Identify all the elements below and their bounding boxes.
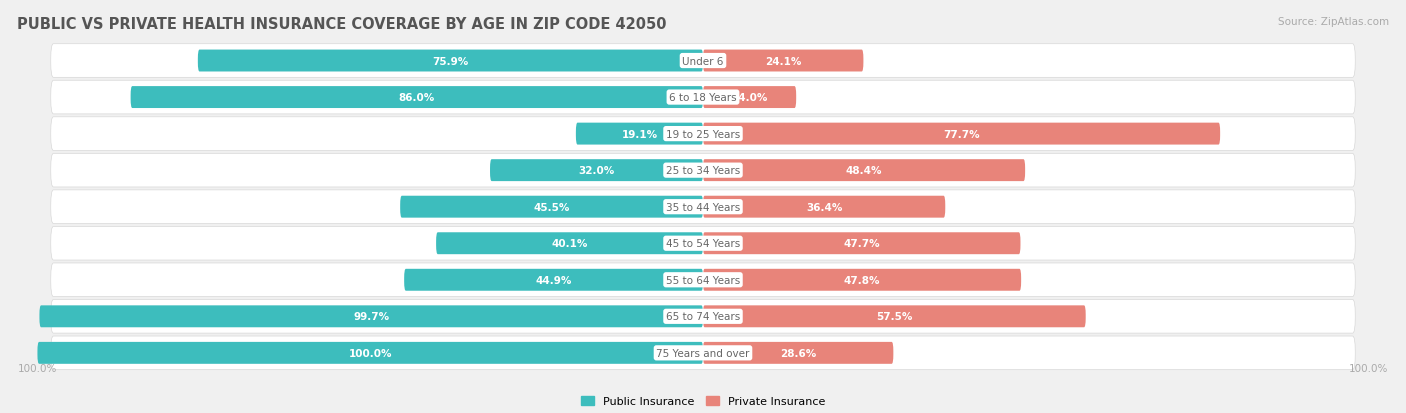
- Text: 19.1%: 19.1%: [621, 129, 658, 139]
- Text: 99.7%: 99.7%: [353, 311, 389, 322]
- Text: 77.7%: 77.7%: [943, 129, 980, 139]
- FancyBboxPatch shape: [51, 263, 1355, 297]
- Legend: Public Insurance, Private Insurance: Public Insurance, Private Insurance: [576, 392, 830, 411]
- Text: 48.4%: 48.4%: [846, 166, 883, 176]
- Text: 47.7%: 47.7%: [844, 239, 880, 249]
- Text: 100.0%: 100.0%: [349, 348, 392, 358]
- FancyBboxPatch shape: [51, 190, 1355, 224]
- Text: 47.8%: 47.8%: [844, 275, 880, 285]
- FancyBboxPatch shape: [703, 123, 1220, 145]
- Text: 40.1%: 40.1%: [551, 239, 588, 249]
- FancyBboxPatch shape: [39, 306, 703, 328]
- FancyBboxPatch shape: [51, 227, 1355, 261]
- Text: 75.9%: 75.9%: [432, 57, 468, 66]
- Text: 25 to 34 Years: 25 to 34 Years: [666, 166, 740, 176]
- Text: 100.0%: 100.0%: [1350, 363, 1389, 373]
- FancyBboxPatch shape: [51, 300, 1355, 333]
- Text: 75 Years and over: 75 Years and over: [657, 348, 749, 358]
- FancyBboxPatch shape: [703, 306, 1085, 328]
- Text: 45 to 54 Years: 45 to 54 Years: [666, 239, 740, 249]
- Text: 14.0%: 14.0%: [731, 93, 768, 103]
- FancyBboxPatch shape: [51, 336, 1355, 370]
- Text: 19 to 25 Years: 19 to 25 Years: [666, 129, 740, 139]
- FancyBboxPatch shape: [703, 233, 1021, 254]
- FancyBboxPatch shape: [51, 45, 1355, 78]
- FancyBboxPatch shape: [198, 50, 703, 72]
- Text: 36.4%: 36.4%: [806, 202, 842, 212]
- FancyBboxPatch shape: [51, 81, 1355, 114]
- Text: 55 to 64 Years: 55 to 64 Years: [666, 275, 740, 285]
- FancyBboxPatch shape: [131, 87, 703, 109]
- Text: PUBLIC VS PRIVATE HEALTH INSURANCE COVERAGE BY AGE IN ZIP CODE 42050: PUBLIC VS PRIVATE HEALTH INSURANCE COVER…: [17, 17, 666, 31]
- Text: 45.5%: 45.5%: [533, 202, 569, 212]
- FancyBboxPatch shape: [401, 196, 703, 218]
- Text: Source: ZipAtlas.com: Source: ZipAtlas.com: [1278, 17, 1389, 26]
- FancyBboxPatch shape: [703, 269, 1021, 291]
- Text: 6 to 18 Years: 6 to 18 Years: [669, 93, 737, 103]
- FancyBboxPatch shape: [703, 160, 1025, 182]
- FancyBboxPatch shape: [404, 269, 703, 291]
- FancyBboxPatch shape: [703, 50, 863, 72]
- Text: 32.0%: 32.0%: [578, 166, 614, 176]
- Text: 57.5%: 57.5%: [876, 311, 912, 322]
- Text: 28.6%: 28.6%: [780, 348, 817, 358]
- Text: 100.0%: 100.0%: [17, 363, 56, 373]
- Text: 24.1%: 24.1%: [765, 57, 801, 66]
- Text: 35 to 44 Years: 35 to 44 Years: [666, 202, 740, 212]
- Text: Under 6: Under 6: [682, 57, 724, 66]
- FancyBboxPatch shape: [703, 342, 893, 364]
- FancyBboxPatch shape: [703, 87, 796, 109]
- Text: 65 to 74 Years: 65 to 74 Years: [666, 311, 740, 322]
- FancyBboxPatch shape: [703, 196, 945, 218]
- FancyBboxPatch shape: [436, 233, 703, 254]
- Text: 86.0%: 86.0%: [399, 93, 434, 103]
- FancyBboxPatch shape: [576, 123, 703, 145]
- FancyBboxPatch shape: [38, 342, 703, 364]
- FancyBboxPatch shape: [51, 154, 1355, 188]
- Text: 44.9%: 44.9%: [536, 275, 572, 285]
- FancyBboxPatch shape: [51, 118, 1355, 151]
- FancyBboxPatch shape: [491, 160, 703, 182]
